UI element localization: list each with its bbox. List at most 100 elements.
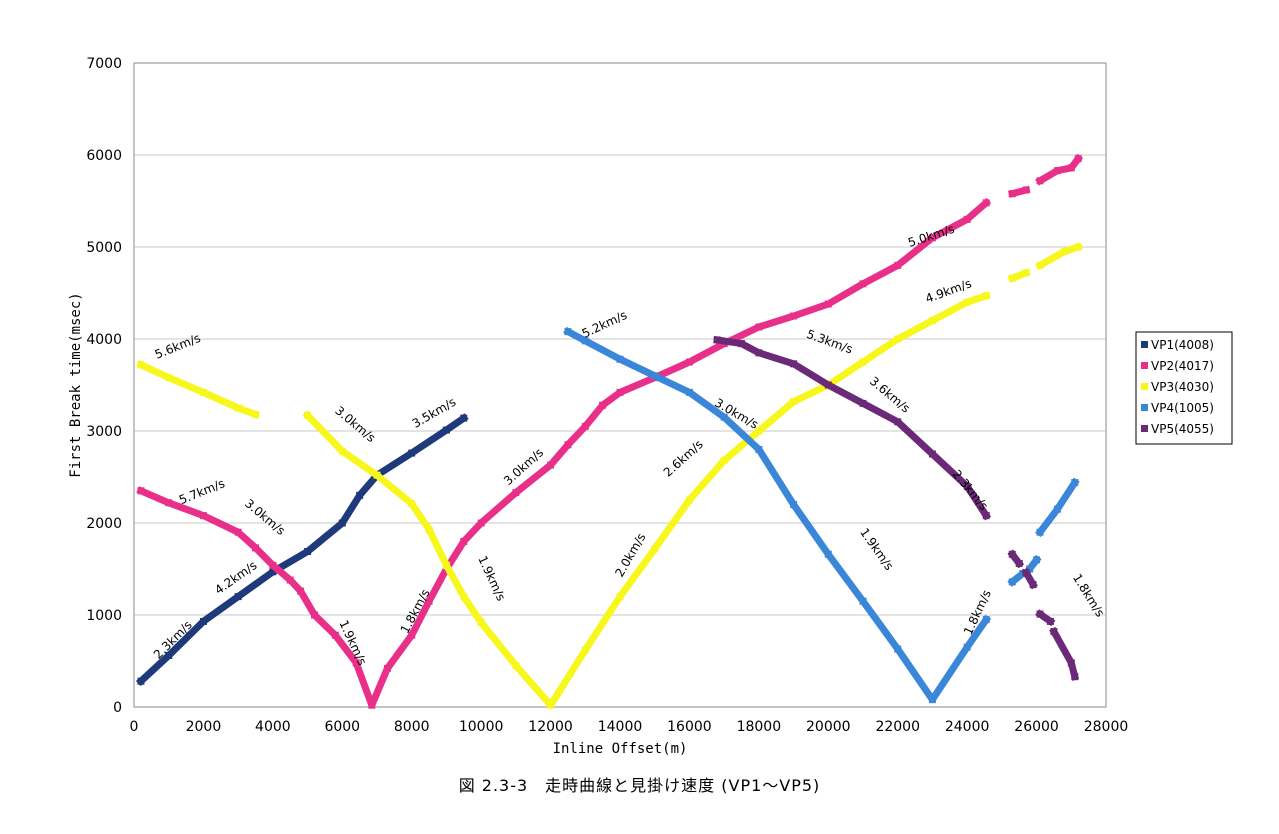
data-point [408, 631, 416, 639]
series-line-segment [713, 335, 992, 521]
data-point [460, 537, 468, 545]
data-point [720, 413, 728, 421]
plot-area [133, 62, 1107, 708]
data-point [304, 548, 312, 556]
data-point [234, 593, 242, 601]
data-point [338, 519, 346, 527]
data-point [477, 519, 485, 527]
data-point [1022, 269, 1030, 277]
y-tick-label: 0 [113, 700, 122, 716]
data-point [1008, 274, 1016, 282]
data-point [824, 550, 832, 558]
figure-caption: 図 2.3-3 走時曲線と見掛け速度 (VP1～VP5) [458, 776, 821, 795]
data-point [373, 471, 381, 479]
data-point [269, 568, 277, 576]
data-point [982, 616, 990, 624]
x-tick-label: 4000 [255, 719, 291, 735]
x-tick-label: 6000 [324, 719, 360, 735]
data-point [383, 664, 391, 672]
data-point [755, 349, 763, 357]
legend-label: VP5(4055) [1151, 422, 1214, 436]
y-tick-label: 6000 [86, 148, 122, 164]
data-point [547, 701, 555, 709]
data-point [982, 199, 990, 207]
data-point [1033, 556, 1041, 564]
series-line-segment [563, 326, 992, 704]
data-point [460, 593, 468, 601]
data-point [1029, 581, 1037, 589]
legend-swatch [1141, 383, 1148, 390]
data-point [1071, 673, 1079, 681]
data-point [1008, 578, 1016, 586]
data-point [581, 337, 589, 345]
x-axis-title: Inline Offset(m) [553, 741, 688, 757]
data-point [790, 398, 798, 406]
data-point [512, 489, 520, 497]
data-point [304, 411, 312, 419]
x-tick-label: 10000 [459, 719, 504, 735]
data-point [894, 645, 902, 653]
y-tick-label: 5000 [86, 240, 122, 256]
x-tick-label: 18000 [737, 719, 782, 735]
data-point [685, 358, 693, 366]
legend-label: VP3(4030) [1151, 380, 1214, 394]
data-point [738, 340, 745, 348]
y-tick-label: 1000 [86, 608, 122, 624]
y-axis-ticks: 0 1000 2000 3000 4000 5000 6000 7000 [86, 56, 122, 716]
series-line-segment [135, 413, 469, 687]
data-point [616, 388, 624, 396]
data-point [755, 323, 763, 331]
data-point [685, 388, 693, 396]
data-point [442, 426, 450, 434]
data-point [982, 292, 990, 300]
series-line-segment [1035, 153, 1084, 186]
data-point [1036, 177, 1044, 185]
data-point [790, 360, 798, 368]
data-point [352, 659, 360, 667]
legend-swatch [1141, 362, 1148, 369]
data-point [581, 422, 589, 430]
data-point [1008, 190, 1016, 198]
data-point [331, 631, 339, 639]
data-point [790, 312, 798, 320]
x-tick-label: 26000 [1014, 719, 1059, 735]
data-point [165, 499, 173, 507]
data-point [252, 544, 259, 552]
legend: VP1(4008) VP2(4017) VP3(4030) VP4(1005) VP5(… [1135, 331, 1233, 445]
x-tick-label: 8000 [394, 719, 430, 735]
data-point [859, 597, 867, 605]
data-point [311, 611, 319, 619]
data-point [547, 461, 555, 469]
data-point [1074, 155, 1082, 163]
legend-label: VP1(4008) [1151, 338, 1214, 352]
x-tick-label: 16000 [667, 719, 712, 735]
y-axis-title: First Break time(msec) [68, 292, 84, 477]
legend-swatch [1141, 404, 1148, 411]
data-point [1046, 617, 1054, 625]
data-point [1022, 186, 1030, 194]
data-point [368, 701, 376, 709]
series-group [135, 153, 1084, 709]
data-point [425, 525, 433, 533]
x-tick-label: 12000 [528, 719, 573, 735]
data-point [824, 300, 832, 308]
data-point [928, 317, 936, 325]
data-point [408, 449, 416, 457]
data-point [713, 336, 721, 344]
x-tick-label: 0 [130, 719, 139, 735]
series-vp2 [136, 153, 1084, 709]
data-point [982, 512, 990, 520]
legend-box [1135, 331, 1233, 445]
data-point [425, 597, 433, 605]
data-point [616, 355, 624, 363]
gridlines [134, 154, 1106, 616]
legend-label: VP2(4017) [1151, 359, 1214, 373]
data-point [1022, 569, 1030, 577]
x-tick-label: 24000 [945, 719, 990, 735]
data-point [928, 696, 936, 704]
x-tick-label: 22000 [875, 719, 920, 735]
data-point [460, 414, 468, 422]
data-point [269, 561, 277, 569]
data-point [512, 662, 520, 670]
